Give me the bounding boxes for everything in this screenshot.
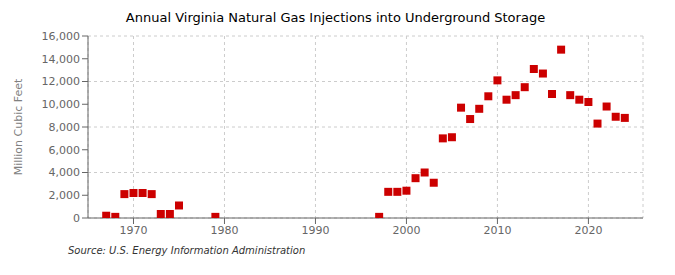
svg-text:8,000: 8,000 [49,121,81,134]
svg-text:2010: 2010 [483,224,511,237]
svg-text:1970: 1970 [119,224,147,237]
svg-text:12,000: 12,000 [42,75,81,88]
svg-text:0: 0 [73,212,80,225]
svg-text:16,000: 16,000 [42,30,81,43]
svg-text:2000: 2000 [392,224,420,237]
svg-text:2020: 2020 [574,224,602,237]
html-text:Source: U.S. Energy Informatio: Source: U.S. Energy Information Administ… [68,245,306,256]
svg-text:2,000: 2,000 [49,189,81,202]
svg-text:1990: 1990 [301,224,329,237]
svg-text:4,000: 4,000 [49,166,81,179]
svg-text:1980: 1980 [210,224,238,237]
svg-text:14,000: 14,000 [42,53,81,66]
html-text:Annual Virginia Natural Gas In: Annual Virginia Natural Gas Injections i… [125,10,546,25]
svg-text:Million Cubic Feet: Million Cubic Feet [12,78,25,175]
svg-text:6,000: 6,000 [49,144,81,157]
svg-text:10,000: 10,000 [42,98,81,111]
